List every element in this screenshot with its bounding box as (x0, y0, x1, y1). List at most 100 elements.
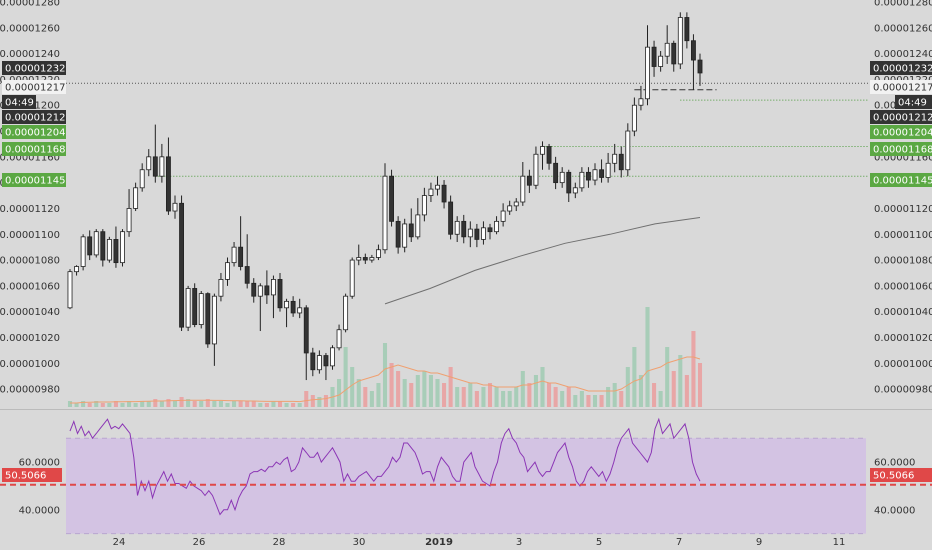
candle-body (395, 220, 401, 248)
x-tick-label: 30 (353, 537, 366, 548)
volume-bar (212, 401, 217, 407)
candle-body (80, 236, 86, 267)
candle-body (533, 153, 539, 186)
candle-body (572, 187, 578, 194)
rsi-panel (0, 417, 932, 535)
volume-bar (566, 387, 571, 407)
candle-body (185, 288, 191, 328)
support-tag-left-bg (2, 125, 66, 139)
volume-bar (435, 379, 440, 407)
candle-body (402, 223, 408, 248)
volume-bar (238, 401, 243, 407)
candle-body (323, 355, 329, 367)
y-tick-label-left: 0.00001060 (0, 281, 60, 292)
candle-body (448, 201, 454, 235)
volume-bar (120, 403, 125, 407)
y-tick-label-right: 0.00000980 (874, 385, 932, 396)
volume-bar (127, 401, 132, 407)
candle-body (481, 227, 486, 240)
candle-body (251, 282, 257, 297)
y-tick-label-right: 0.00001000 (874, 359, 932, 370)
support-tag-right-bg (870, 125, 932, 139)
volume-bar (487, 383, 493, 407)
candle-body (513, 201, 519, 207)
volume-bar (284, 403, 289, 407)
volume-bar (225, 403, 230, 407)
volume-bar (409, 383, 414, 407)
volume-bar (369, 391, 374, 407)
volume-bar (264, 403, 269, 407)
volume-bar (501, 391, 506, 407)
y-tick-label-left: 0.00001040 (0, 307, 60, 318)
volume-bar (245, 401, 250, 407)
y-tick-label-right: 0.00001280 (874, 0, 932, 9)
countdown-tag-left: 04:49 (5, 98, 34, 109)
candle-body (172, 202, 178, 212)
volume-bar (291, 403, 296, 407)
y-tick-label-left: 0.00001000 (0, 359, 60, 370)
volume-bar (323, 395, 328, 407)
x-axis: 24 26 28 30 2019 3 5 7 9 11 (113, 537, 846, 548)
y-tick-label-right: 0.00001100 (874, 230, 932, 241)
volume-bar (363, 387, 368, 407)
low-price-tag-right-bg (870, 110, 932, 124)
volume-bar (310, 395, 315, 407)
candle-body (133, 187, 139, 209)
price-tags-left: 60.0000 40.0000 0.00001232 0.00001217 04:49 0… (2, 61, 66, 516)
y-tick-label-right: 0.00001120 (874, 204, 932, 215)
candle-body (526, 175, 532, 186)
candle-body (376, 249, 381, 258)
y-tick-label-left: 0.00001020 (0, 333, 60, 344)
y-tick-label-left: 0.00001240 (0, 49, 60, 60)
candle-body (356, 257, 362, 261)
volume-bar (481, 387, 486, 407)
volume-bar (474, 391, 479, 407)
volume-bar (317, 397, 322, 407)
candle-body (139, 169, 145, 189)
candle-body (382, 175, 388, 251)
candle-body (316, 355, 322, 371)
candle-body (684, 17, 690, 42)
last-price-tag-right: 0.00001232 (873, 64, 932, 75)
volume-bar (448, 367, 453, 407)
support-tag-left-bg (2, 142, 66, 156)
support-tag-left: 0.00001204 (5, 128, 65, 139)
candle-body (330, 347, 335, 367)
candle-body (146, 156, 152, 171)
candle-body (297, 307, 303, 314)
volume-bar (100, 403, 105, 407)
countdown-tag-right: 04:49 (898, 98, 927, 109)
candle-body (408, 223, 414, 238)
volume-bar (199, 401, 204, 407)
candle-body (461, 220, 467, 238)
x-tick-label: 24 (113, 537, 126, 548)
volume-bar (533, 375, 538, 407)
volume-bar (678, 355, 683, 407)
candle-body (566, 171, 572, 194)
x-tick-label: 7 (676, 537, 682, 548)
rsi-tick-label: 60.0000 (874, 458, 915, 469)
candle-body (284, 300, 289, 309)
volume-bar (520, 371, 525, 407)
candle-body (100, 231, 106, 261)
volume-bar (560, 391, 565, 407)
volume-bar (107, 403, 112, 407)
volume-bar (579, 391, 584, 407)
candle-body (586, 171, 591, 181)
volume-bar (356, 379, 361, 407)
volume-bar (540, 367, 545, 407)
volume-bar (684, 375, 689, 407)
last-price-tag-left-bg (2, 61, 66, 75)
x-tick-label: 26 (193, 537, 206, 548)
candle-body (664, 42, 670, 57)
volume-bar (638, 375, 643, 407)
candle-body (303, 307, 309, 354)
x-tick-label: 11 (833, 537, 846, 548)
candle-body (310, 352, 316, 371)
rsi-tag-left: 50.5066 (5, 471, 46, 482)
volume-bar (606, 387, 611, 407)
candle-body (553, 162, 559, 184)
candle-body (415, 214, 421, 238)
volume-bar (428, 375, 433, 407)
y-tick-label-right: 0.00001240 (874, 49, 932, 60)
